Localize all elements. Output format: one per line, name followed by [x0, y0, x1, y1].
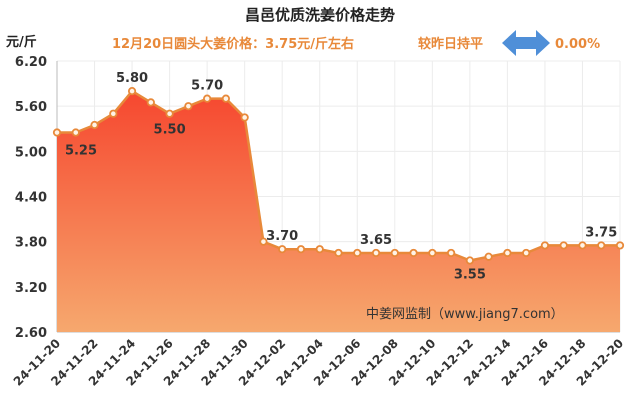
data-point: [597, 241, 606, 250]
data-point: [446, 248, 456, 258]
double-arrow-icon: [502, 30, 550, 56]
data-point: [559, 241, 568, 250]
data-point: [503, 248, 512, 258]
data-points: [52, 87, 625, 265]
data-label: 3.65: [360, 233, 392, 248]
watermark: 中姜网监制（www.jiang7.com）: [366, 307, 564, 322]
data-point: [578, 241, 587, 250]
data-point: [184, 102, 193, 111]
area-fill: [57, 91, 620, 332]
y-tick-labels: 6.20 5.60 5.00 4.40 3.80 3.20 2.60: [15, 55, 47, 341]
data-point: [109, 109, 118, 118]
price-note: 12月20日圆头大姜价格：3.75元/斤左右: [112, 36, 354, 52]
data-point: [522, 248, 531, 258]
y-tick-label: 6.20: [15, 55, 47, 70]
data-point: [278, 245, 287, 254]
data-point: [615, 241, 625, 250]
data-point: [484, 252, 493, 261]
data-point: [146, 98, 155, 107]
y-tick-label: 4.40: [15, 191, 47, 206]
data-point: [240, 113, 249, 122]
y-tick-label: 3.20: [15, 281, 47, 296]
y-tick-label: 3.80: [15, 236, 47, 251]
data-label: 5.50: [154, 123, 186, 138]
data-point: [259, 237, 268, 246]
data-point: [52, 128, 62, 137]
data-point: [465, 256, 474, 265]
data-point: [203, 94, 212, 103]
data-point: [371, 248, 381, 258]
y-tick-label: 5.60: [15, 100, 47, 115]
change-percent: 0.00%: [555, 37, 600, 52]
data-point: [315, 245, 324, 254]
data-point: [221, 94, 230, 103]
compare-text: 较昨日持平: [418, 36, 483, 52]
chart-title: 昌邑优质洗姜价格走势: [245, 6, 395, 24]
data-point: [540, 241, 550, 250]
data-point: [409, 248, 418, 258]
data-label: 3.55: [454, 267, 486, 282]
data-point: [334, 248, 343, 258]
y-tick-label: 2.60: [15, 326, 47, 341]
data-label: 3.75: [585, 225, 617, 240]
data-point: [71, 128, 80, 137]
data-point: [165, 109, 174, 118]
data-labels: 5.25 5.80 5.50 5.70 3.70 3.65 3.55 3.75: [65, 71, 617, 282]
double-arrow-shape: [502, 30, 550, 56]
y-axis-unit: 元/斤: [6, 34, 37, 50]
data-point: [390, 248, 399, 258]
data-point: [353, 248, 362, 258]
data-label: 5.25: [65, 144, 97, 159]
x-tick-labels: 24-11-2024-11-2224-11-2424-11-2624-11-28…: [11, 336, 626, 388]
data-point: [127, 87, 137, 96]
data-label: 3.70: [266, 229, 298, 244]
data-point: [296, 245, 306, 254]
y-tick-label: 5.00: [15, 145, 47, 160]
data-label: 5.70: [191, 79, 223, 94]
data-label: 5.80: [116, 71, 148, 86]
data-point: [428, 248, 437, 258]
data-point: [90, 120, 99, 130]
